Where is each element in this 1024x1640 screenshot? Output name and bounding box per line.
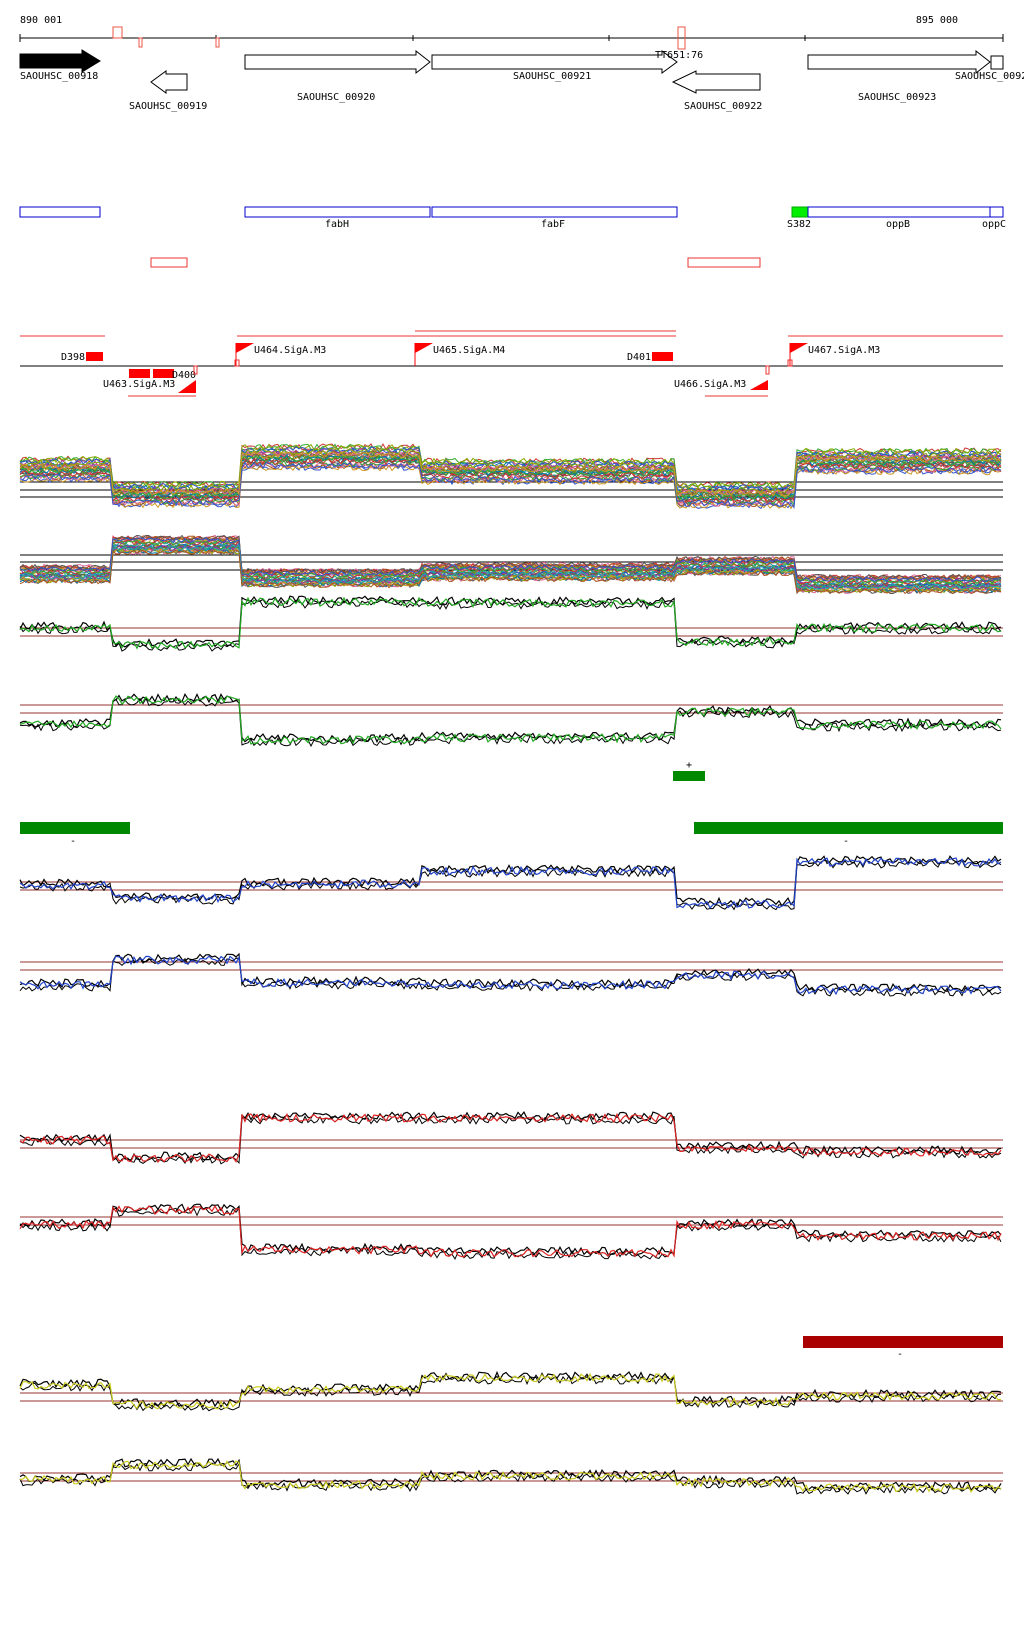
gene-SAOUHSC_00918[interactable]: SAOUHSC_00918: [19, 49, 101, 82]
gene-SAOUHSC_00922[interactable]: SAOUHSC_00922: [671, 70, 762, 112]
ruler-end-label: 895 000: [916, 15, 958, 26]
expression-line: [19, 596, 1002, 650]
expression-line: [19, 1457, 1002, 1492]
expression-line: [19, 1204, 1002, 1258]
expression-line: [19, 537, 1002, 583]
terminator-label: TT651:76: [655, 50, 703, 61]
expression-tracks: [19, 443, 1003, 1495]
flag-label: U463.SigA.M3: [103, 379, 175, 390]
red-block[interactable]: [129, 369, 150, 378]
plus-strand-bar[interactable]: [673, 771, 705, 781]
minus-marker: -: [70, 836, 76, 847]
strand-bars: + - - -: [20, 760, 1003, 1360]
annotation-oppC[interactable]: [989, 206, 1004, 218]
expression-line: [19, 955, 1002, 996]
annotation-fabF[interactable]: [431, 206, 678, 218]
gene-label: SAOUHSC_00923: [858, 92, 936, 103]
expression-line: [19, 461, 1002, 508]
gene-label: SAOUHSC_00918: [20, 71, 98, 82]
annotation-box[interactable]: [19, 206, 101, 218]
down-feature-D400[interactable]: [153, 369, 174, 378]
gene-SAOUHSC_0092x[interactable]: SAOUHSC_0092: [955, 55, 1024, 82]
minus-strand-bar-red[interactable]: [803, 1336, 1003, 1348]
gene-label: SAOUHSC_00919: [129, 101, 207, 112]
gene-SAOUHSC_00923[interactable]: SAOUHSC_00923: [807, 49, 991, 103]
expression-line: [19, 1460, 1002, 1493]
flag-U463[interactable]: U463.SigA.M3: [103, 365, 198, 393]
expression-line: [19, 695, 1002, 745]
down-feature-D398[interactable]: [86, 352, 103, 361]
down-feature-label: D401: [627, 352, 651, 363]
expression-line: [19, 455, 1002, 501]
flag-U467[interactable]: U467.SigA.M3: [787, 343, 880, 367]
ruler-start-label: 890 001: [20, 15, 62, 26]
expression-line: [19, 855, 1002, 907]
flag-label: U464.SigA.M3: [254, 345, 326, 356]
expression-line: [19, 595, 1002, 648]
expression-line: [19, 457, 1002, 504]
expression-line: [19, 549, 1002, 595]
gene-SAOUHSC_00921[interactable]: SAOUHSC_00921: [431, 50, 678, 82]
down-feature-D401[interactable]: [652, 352, 673, 361]
red-box[interactable]: [687, 257, 761, 268]
gene-label: SAOUHSC_00921: [513, 71, 591, 82]
expression-line: [19, 545, 1002, 591]
minus-strand-bar[interactable]: [694, 822, 1003, 834]
annotation-label: oppB: [886, 219, 910, 230]
red-box[interactable]: [150, 257, 188, 268]
expression-line: [19, 1372, 1002, 1410]
gene-label: SAOUHSC_0092: [955, 71, 1024, 82]
annotation-label: oppC: [982, 219, 1006, 230]
ruler: 890 001 895 000: [19, 15, 1004, 50]
expression-line: [19, 1374, 1002, 1412]
expression-line: [19, 1112, 1002, 1164]
expression-line: [19, 1110, 1002, 1161]
expression-line: [19, 451, 1002, 497]
gene-track: SAOUHSC_00918 SAOUHSC_00919 SAOUHSC_0092…: [19, 49, 1024, 112]
expression-line: [19, 534, 1002, 581]
expression-line: [19, 447, 1002, 493]
expression-line: [19, 1462, 1002, 1495]
expression-line: [19, 459, 1002, 506]
annotation-fabH[interactable]: [244, 206, 431, 218]
down-feature-label: D400: [172, 370, 196, 381]
gene-label: SAOUHSC_00922: [684, 101, 762, 112]
flag-U466[interactable]: U466.SigA.M3: [674, 365, 770, 390]
expression-line: [19, 539, 1002, 585]
expression-line: [19, 544, 1002, 590]
expression-line: [19, 446, 1002, 492]
minus-marker: -: [843, 836, 849, 847]
green-feature-label: S382: [787, 219, 811, 230]
down-feature-label: D398: [61, 352, 85, 363]
expression-line: [19, 1115, 1002, 1165]
gene-label: SAOUHSC_00920: [297, 92, 375, 103]
gene-SAOUHSC_00920[interactable]: SAOUHSC_00920: [244, 49, 431, 103]
flag-label: U465.SigA.M4: [433, 345, 505, 356]
expression-line: [19, 461, 1002, 508]
feature-track: D398 D400 D401 U463.SigA.M3 U464.SigA.M3…: [20, 330, 1003, 397]
expression-line: [19, 454, 1002, 501]
flag-U465[interactable]: U465.SigA.M4: [414, 343, 505, 366]
annotation-label: fabF: [541, 219, 565, 230]
expression-line: [19, 692, 1002, 744]
minus-marker: -: [897, 1349, 903, 1360]
annotation-track: fabH fabF S382 oppB oppC: [19, 206, 1006, 268]
expression-line: [19, 857, 1002, 909]
minus-strand-bar[interactable]: [20, 822, 130, 834]
expression-line: [19, 599, 1002, 652]
annotation-label: fabH: [325, 219, 349, 230]
flag-U464[interactable]: U464.SigA.M3: [234, 343, 326, 367]
flag-label: U467.SigA.M3: [808, 345, 880, 356]
expression-line: [19, 443, 1002, 489]
flag-label: U466.SigA.M3: [674, 379, 746, 390]
plus-marker: +: [686, 760, 692, 771]
annotation-oppB[interactable]: [807, 206, 991, 218]
green-feature[interactable]: [791, 206, 809, 218]
expression-line: [19, 543, 1002, 589]
gene-SAOUHSC_00919[interactable]: SAOUHSC_00919: [129, 70, 207, 112]
expression-line: [19, 957, 1002, 997]
